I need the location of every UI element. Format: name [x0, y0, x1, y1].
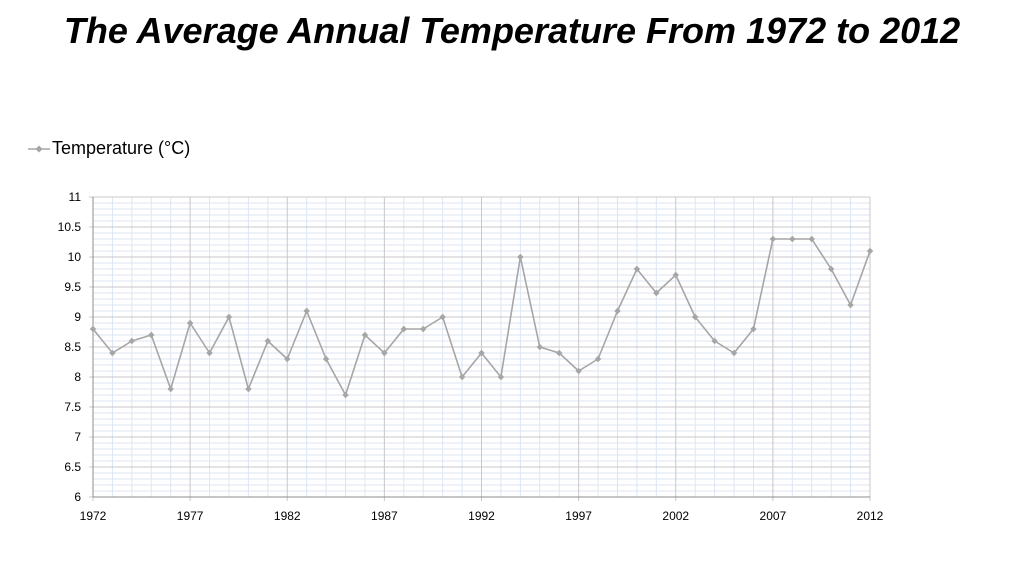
y-tick-label: 6.5 — [64, 460, 81, 474]
data-point — [283, 355, 291, 363]
data-point — [148, 331, 155, 339]
y-tick-label: 10.5 — [58, 220, 82, 234]
data-point — [633, 265, 641, 273]
y-tick-labels: 6 6.5 7 7.5 8 8.5 9 9.5 10 10.5 11 — [58, 190, 82, 504]
data-point — [89, 325, 97, 333]
data-point — [555, 349, 563, 357]
data-point — [750, 325, 757, 333]
y-tick-label: 9 — [74, 310, 81, 324]
data-point — [575, 367, 582, 375]
legend-marker-icon — [28, 144, 50, 153]
x-tick-label: 1972 — [80, 509, 107, 523]
x-tick-label: 2012 — [857, 509, 884, 523]
y-tick-label: 8 — [74, 370, 81, 384]
y-tick-label: 11 — [69, 190, 82, 204]
x-tick-label: 2007 — [760, 509, 787, 523]
data-point — [225, 313, 233, 321]
data-point — [361, 331, 369, 339]
y-tick-label: 6 — [74, 490, 81, 504]
y-tick-label: 10 — [68, 250, 82, 264]
data-point — [381, 349, 388, 357]
x-tick-labels: 1972 1977 1982 1987 1992 1997 2002 2007 2012 — [80, 509, 884, 523]
data-point — [322, 355, 330, 363]
data-point — [206, 349, 213, 357]
data-point — [458, 373, 466, 381]
major-grid — [89, 196, 871, 501]
legend-label: Temperature (°C) — [52, 138, 191, 158]
data-point — [711, 337, 718, 345]
data-point — [264, 337, 272, 345]
data-point — [730, 349, 738, 357]
data-point — [808, 235, 815, 243]
data-point — [769, 235, 777, 243]
x-tick-label: 1992 — [468, 509, 495, 523]
data-point — [497, 373, 505, 381]
data-point — [827, 265, 835, 273]
y-tick-label: 7 — [74, 430, 81, 444]
y-tick-label: 7.5 — [64, 400, 81, 414]
data-point — [439, 313, 446, 321]
data-point — [614, 307, 621, 315]
y-tick-label: 8.5 — [64, 340, 81, 354]
data-point — [419, 325, 427, 333]
data-point — [342, 391, 349, 399]
chart-title: The Average Annual Temperature From 1972… — [63, 10, 961, 51]
data-point — [128, 337, 136, 345]
data-point — [303, 307, 310, 315]
x-tick-label: 2002 — [662, 509, 689, 523]
data-point — [186, 319, 194, 327]
data-point — [167, 385, 174, 393]
data-point — [672, 271, 680, 279]
x-tick-label: 1997 — [565, 509, 592, 523]
x-tick-label: 1982 — [274, 509, 301, 523]
data-point — [245, 385, 252, 393]
data-point — [653, 289, 660, 297]
legend: Temperature (°C) — [28, 138, 190, 159]
data-point — [109, 349, 116, 357]
data-point — [789, 235, 796, 243]
data-point — [847, 301, 854, 309]
data-point — [478, 349, 485, 357]
data-point — [866, 247, 874, 255]
axes — [92, 197, 870, 498]
data-point — [536, 343, 544, 351]
x-tick-label: 1987 — [371, 509, 398, 523]
data-point — [594, 355, 602, 363]
data-point — [691, 313, 699, 321]
x-tick-label: 1977 — [177, 509, 204, 523]
data-point — [517, 253, 524, 261]
series-temperature — [89, 235, 874, 399]
data-point — [400, 325, 408, 333]
y-tick-label: 9.5 — [64, 280, 81, 294]
